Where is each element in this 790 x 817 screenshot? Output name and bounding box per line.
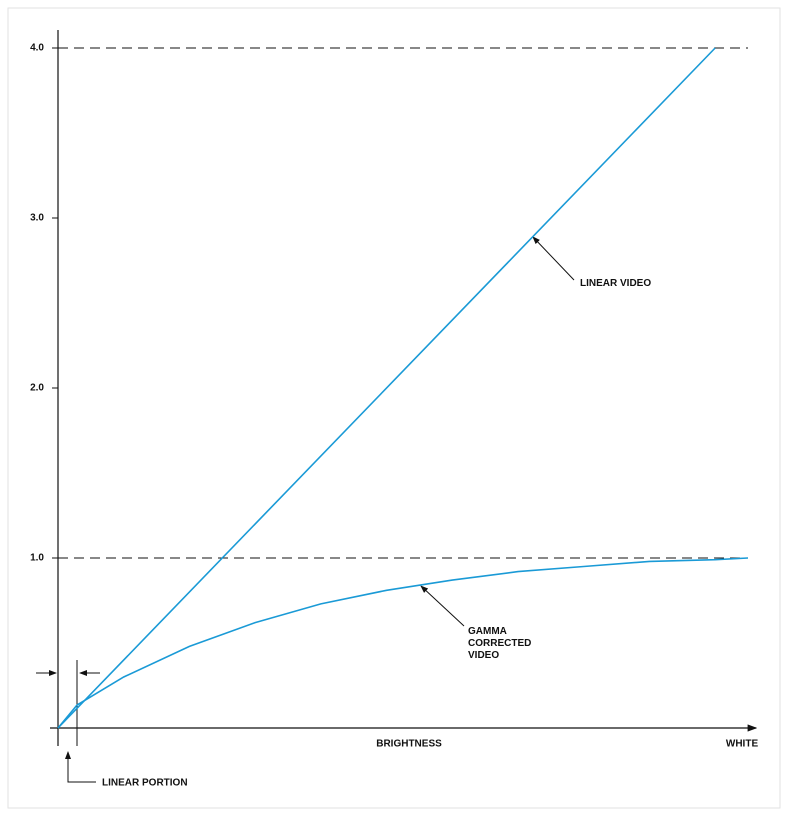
- y-tick-label: 3.0: [30, 213, 44, 224]
- y-tick-label: 2.0: [30, 383, 44, 394]
- annotation: LINEAR PORTION: [102, 778, 188, 789]
- arrow: [65, 751, 96, 783]
- arrow: [532, 236, 575, 281]
- x-end-label: WHITE: [726, 739, 759, 750]
- series-line: [57, 557, 749, 729]
- y-tick-label: 1.0: [30, 553, 44, 564]
- arrow: [420, 585, 465, 627]
- x-axis-label: BRIGHTNESS: [376, 739, 442, 750]
- series-label: GAMMA CORRECTED VIDEO: [468, 626, 532, 661]
- y-tick-label: 4.0: [30, 43, 44, 54]
- series-label: LINEAR VIDEO: [580, 278, 652, 289]
- series-line: [57, 47, 716, 729]
- frame: [7, 7, 781, 809]
